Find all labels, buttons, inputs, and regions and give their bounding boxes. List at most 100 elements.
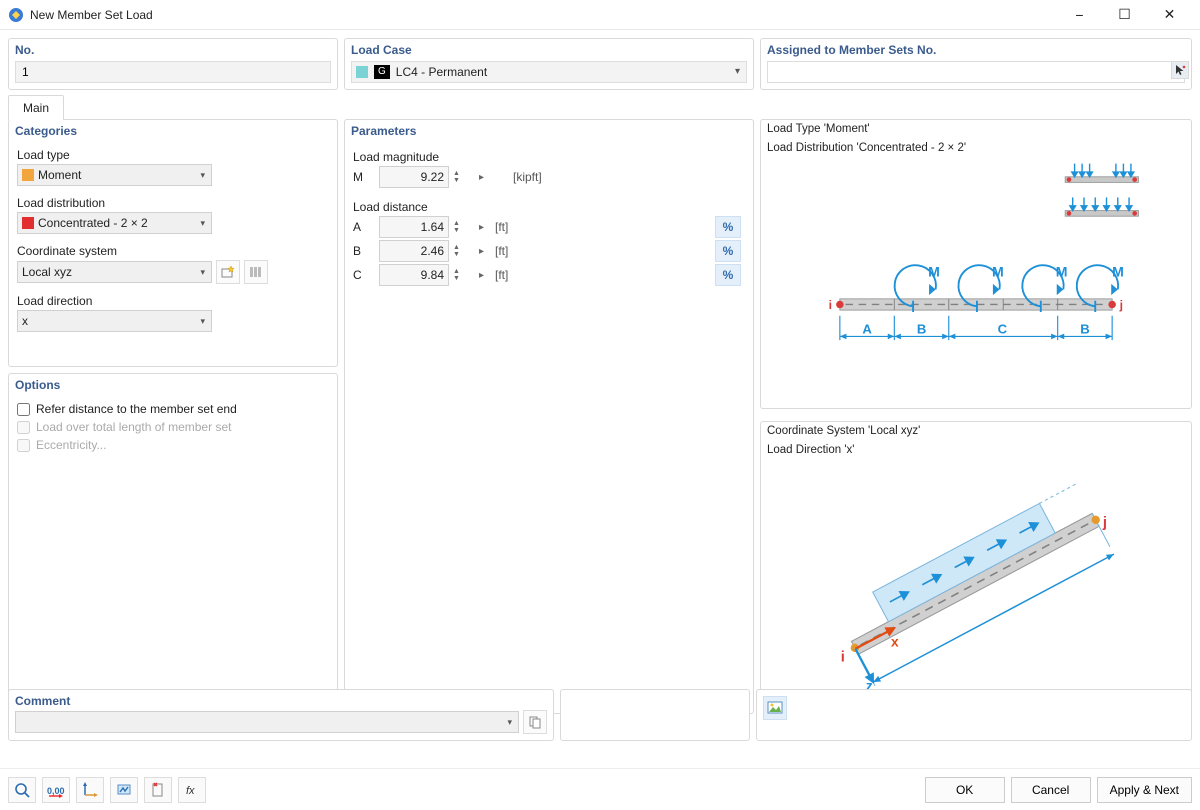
param-c-input[interactable]: 9.84 [379, 264, 449, 286]
svg-text:fx: fx [186, 785, 195, 797]
spin-down-icon[interactable]: ▼ [453, 275, 475, 282]
param-m-input[interactable]: 9.22 [379, 166, 449, 188]
apply-next-button[interactable]: Apply & Next [1097, 777, 1192, 803]
loadtype-swatch [22, 169, 34, 181]
preview-loadtype: Load Type 'Moment' Load Distribution 'Co… [760, 119, 1192, 409]
param-row-a: A 1.64 ▲▼ ▸ [ft] % [353, 216, 745, 238]
param-row-b: B 2.46 ▲▼ ▸ [ft] % [353, 240, 745, 262]
parameters-panel: Parameters Load magnitude M 9.22 ▲▼ ▸ [k… [344, 119, 754, 714]
comment-copy-button[interactable] [523, 710, 547, 734]
svg-text:A: A [862, 321, 872, 336]
chevron-down-icon: ▾ [200, 218, 205, 229]
right-column: Load Type 'Moment' Load Distribution 'Co… [760, 119, 1192, 714]
ok-button[interactable]: OK [925, 777, 1005, 803]
chevron-down-icon: ▾ [200, 170, 205, 181]
no-label: No. [9, 39, 337, 59]
cancel-button[interactable]: Cancel [1011, 777, 1091, 803]
spin-up-icon[interactable]: ▲ [453, 268, 475, 275]
param-b-input[interactable]: 2.46 [379, 240, 449, 262]
window-title: New Member Set Load [30, 8, 1057, 22]
param-a-pct[interactable]: % [715, 216, 741, 238]
left-column: Categories Load type Moment ▾ Load distr… [8, 119, 338, 714]
pick-members-button[interactable] [1171, 61, 1189, 79]
copy-icon [528, 715, 542, 729]
show-icon [116, 782, 132, 798]
spin-down-icon[interactable]: ▼ [453, 227, 475, 234]
edit-coord-button[interactable] [244, 260, 268, 284]
tool-delete[interactable] [144, 777, 172, 803]
options-panel: Options Refer distance to the member set… [8, 373, 338, 714]
loadcase-select[interactable]: G LC4 - Permanent ▾ [351, 61, 747, 83]
option-ecc-checkbox [17, 439, 30, 452]
loaddir-select[interactable]: x ▾ [17, 310, 212, 332]
spin-down-icon[interactable]: ▼ [453, 177, 475, 184]
param-b-symbol: B [353, 244, 375, 258]
spin-up-icon[interactable]: ▲ [453, 244, 475, 251]
param-m-arrow[interactable]: ▸ [479, 172, 509, 183]
coord-select[interactable]: Local xyz ▾ [17, 261, 212, 283]
tool-help[interactable] [8, 777, 36, 803]
comment-header: Comment [9, 690, 553, 710]
loadcase-swatch [356, 66, 368, 78]
no-input[interactable] [15, 61, 331, 83]
param-b-arrow[interactable]: ▸ [479, 246, 491, 257]
preview-tool-button[interactable] [763, 696, 787, 720]
loadcase-text: LC4 - Permanent [396, 65, 487, 79]
param-a-unit: [ft] [495, 220, 525, 234]
top-panels: No. Load Case G LC4 - Permanent ▾ Assign… [0, 30, 1200, 94]
param-b-unit: [ft] [495, 244, 525, 258]
spin-up-icon[interactable]: ▲ [453, 170, 475, 177]
main-grid: Categories Load type Moment ▾ Load distr… [0, 119, 1200, 689]
app-icon [8, 7, 24, 23]
svg-text:M: M [992, 263, 1004, 279]
param-a-symbol: A [353, 220, 375, 234]
loadtype-label: Load type [17, 148, 329, 162]
param-a-input[interactable]: 1.64 [379, 216, 449, 238]
option-ecc-label: Eccentricity... [36, 438, 106, 452]
param-c-unit: [ft] [495, 268, 525, 282]
loadtype-value: Moment [38, 168, 81, 182]
param-row-m: M 9.22 ▲▼ ▸ [kipft] [353, 166, 745, 188]
param-c-symbol: C [353, 268, 375, 282]
tool-script[interactable]: fx [178, 777, 206, 803]
new-coord-button[interactable] [216, 260, 240, 284]
chevron-down-icon: ▾ [200, 267, 205, 278]
option-refer-checkbox[interactable] [17, 403, 30, 416]
param-c-arrow[interactable]: ▸ [479, 270, 491, 281]
loaddist-label: Load distribution [17, 196, 329, 210]
option-total: Load over total length of member set [17, 420, 329, 434]
preview-loadtype-line1: Load Type 'Moment' [761, 120, 1191, 139]
param-a-spinner[interactable]: ▲▼ [453, 220, 475, 234]
svg-text:B: B [917, 321, 926, 336]
library-icon [248, 264, 264, 280]
param-m-spinner[interactable]: ▲▼ [453, 170, 475, 184]
tool-decimals[interactable]: 0,00 [42, 777, 70, 803]
svg-text:x: x [891, 635, 899, 650]
spin-up-icon[interactable]: ▲ [453, 220, 475, 227]
comment-select[interactable]: ▾ [15, 711, 519, 733]
svg-text:B: B [1080, 321, 1089, 336]
loadtype-select[interactable]: Moment ▾ [17, 164, 212, 186]
tool-units[interactable] [76, 777, 104, 803]
loaddist-select[interactable]: Concentrated - 2 × 2 ▾ [17, 212, 212, 234]
assigned-label: Assigned to Member Sets No. [761, 39, 1191, 59]
param-c-pct[interactable]: % [715, 264, 741, 286]
chevron-down-icon: ▾ [200, 316, 205, 327]
option-refer[interactable]: Refer distance to the member set end [17, 402, 329, 416]
svg-text:M: M [1112, 263, 1124, 279]
param-a-arrow[interactable]: ▸ [479, 222, 491, 233]
tool-pointer[interactable] [110, 777, 138, 803]
param-c-spinner[interactable]: ▲▼ [453, 268, 475, 282]
minimize-button[interactable]: − [1057, 1, 1102, 29]
option-refer-label: Refer distance to the member set end [36, 402, 237, 416]
tab-main[interactable]: Main [8, 95, 64, 120]
maximize-button[interactable]: ☐ [1102, 1, 1147, 29]
comment-row: Comment ▾ [0, 689, 1200, 747]
close-button[interactable]: ✕ [1147, 1, 1192, 29]
svg-text:j: j [1102, 515, 1107, 531]
assigned-input[interactable] [767, 61, 1185, 83]
param-b-pct[interactable]: % [715, 240, 741, 262]
preview-loadtype-svg: i j [761, 158, 1191, 402]
param-b-spinner[interactable]: ▲▼ [453, 244, 475, 258]
spin-down-icon[interactable]: ▼ [453, 251, 475, 258]
